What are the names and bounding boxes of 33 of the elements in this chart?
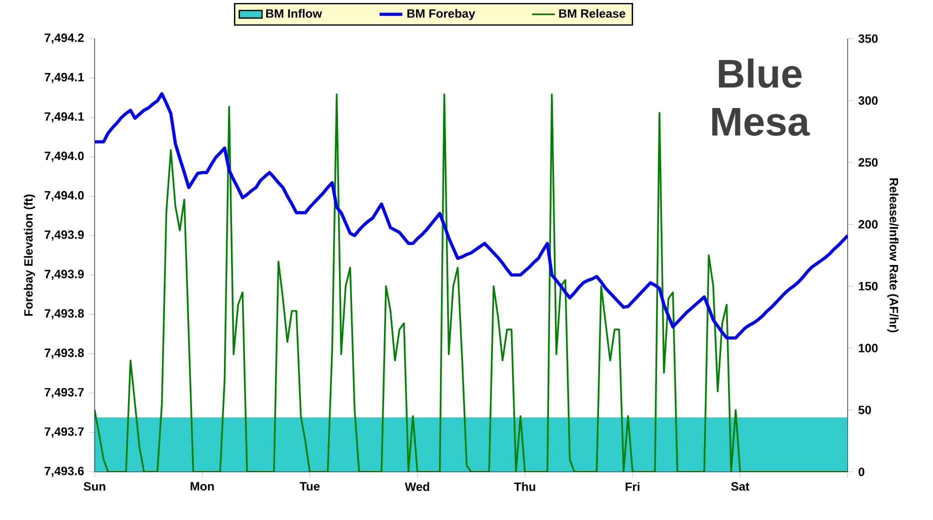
y2-axis-title: Release/Inflow Rate (AF/hr) (887, 178, 898, 332)
y-tick-label: 7,494.2 (44, 34, 84, 44)
y-tick-label: 7,493.8 (44, 348, 84, 359)
y-tick-label: 7,493.7 (44, 388, 84, 398)
x-tick-label: Sun (84, 482, 106, 491)
y2-tick-label: 300 (858, 96, 878, 105)
y2-tick-label: 50 (858, 406, 871, 414)
y-tick-label: 7,493.6 (44, 466, 84, 478)
y-tick-label: 7,493.7 (44, 427, 84, 438)
y2-tick-label: 200 (858, 220, 878, 229)
y-tick-label: 7,494.1 (44, 73, 84, 84)
x-tick-label: Tue (300, 482, 320, 491)
legend-label: BM Forebay (407, 9, 476, 20)
legend-label: BM Release (559, 9, 626, 18)
annotation: Blue Mesa (712, 58, 810, 136)
legend-label: BM Inflow (266, 9, 322, 18)
y2-tick-label: 100 (858, 344, 878, 352)
y-tick-label: 7,493.9 (44, 230, 84, 241)
y2-tick-label: 150 (858, 282, 878, 291)
y-tick-label: 7,493.8 (44, 309, 84, 320)
x-tick-label: Sat (731, 482, 750, 491)
y2-tick-label: 250 (858, 158, 878, 167)
y-tick-label: 7,494.1 (44, 112, 84, 123)
y-tick-label: 7,493.9 (44, 270, 84, 280)
x-tick-label: Mon (190, 482, 214, 491)
x-tick-label: Wed (404, 482, 430, 492)
y-tick-label: 7,494.0 (44, 152, 84, 162)
x-tick-label: Thu (514, 482, 536, 492)
y2-tick-label: 0 (858, 468, 864, 476)
x-tick-label: Fri (626, 482, 640, 491)
y-tick-label: 7,494.0 (44, 191, 84, 202)
y-axis-title: Forebay Elevation (ft) (24, 194, 36, 316)
y2-tick-label: 350 (858, 34, 878, 43)
